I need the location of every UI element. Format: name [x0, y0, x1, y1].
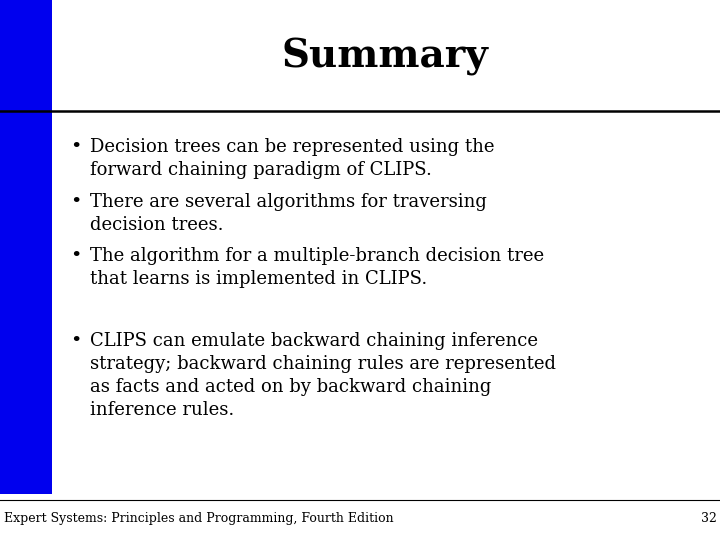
Bar [0, 0, 52, 494]
Text: There are several algorithms for traversing
decision trees.: There are several algorithms for travers… [90, 193, 487, 234]
Text: Decision trees can be represented using the
forward chaining paradigm of CLIPS.: Decision trees can be represented using … [90, 138, 495, 179]
Text: 32: 32 [701, 512, 716, 525]
Text: CLIPS can emulate backward chaining inference
strategy; backward chaining rules : CLIPS can emulate backward chaining infe… [90, 332, 556, 419]
Text: •: • [70, 138, 81, 156]
Text: Expert Systems: Principles and Programming, Fourth Edition: Expert Systems: Principles and Programmi… [4, 512, 393, 525]
Text: •: • [70, 332, 81, 350]
Text: •: • [70, 193, 81, 211]
Text: Summary: Summary [282, 38, 489, 76]
Text: •: • [70, 247, 81, 265]
Text: The algorithm for a multiple-branch decision tree
that learns is implemented in : The algorithm for a multiple-branch deci… [90, 247, 544, 288]
